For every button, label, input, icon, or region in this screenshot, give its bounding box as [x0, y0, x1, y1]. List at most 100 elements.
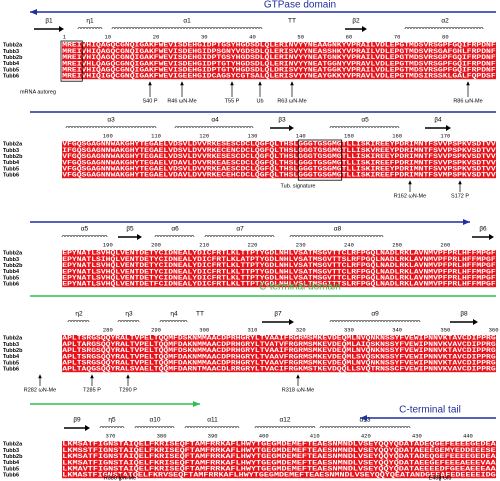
conservation-background	[62, 441, 496, 479]
helix-coil	[319, 426, 411, 429]
helix-coil	[61, 235, 108, 238]
position-number: 20	[153, 33, 160, 40]
secondary-structure-label: β4	[434, 117, 442, 124]
sequence-name: Tubb2b	[3, 154, 23, 160]
position-number: 60	[346, 33, 353, 40]
site-annotation: mRNA autoreg	[20, 89, 56, 95]
helix-coil	[329, 126, 400, 129]
secondary-structure-label: β9	[73, 417, 81, 424]
sequence-name: Tubb4	[3, 354, 20, 360]
helix-coil	[329, 320, 421, 323]
site-arrowhead	[126, 374, 130, 379]
sequence-residues: MREIVHIQAGQCGNQIGAKFWEVISDEHGIDPSGNYVGDS…	[62, 48, 496, 55]
position-number: 330	[344, 326, 354, 333]
site-annotation: R46 ωN-Me	[167, 98, 196, 104]
sequence-name: Tubb6	[3, 473, 19, 479]
secondary-structure-label: α7	[236, 226, 244, 233]
helix-coil	[111, 27, 263, 30]
sequence-residues: EPYNATLSIHQLVENTDETYCIDNEALYDICFRTLKLATP…	[62, 256, 496, 263]
sequence-residues: EPYNATLSVHQLVENTDETYCIDNEALYDICFRTLKLTTP…	[62, 268, 496, 275]
position-number: 320	[296, 326, 306, 333]
secondary-structure-label: α5	[361, 117, 369, 124]
position-number: 340	[392, 326, 402, 333]
sequence-name: Tubb6	[3, 282, 19, 288]
sequence-name: Tubb4	[3, 269, 20, 275]
secondary-structure-label: α3	[107, 117, 115, 124]
domain-label: GTPase domain	[264, 0, 336, 11]
secondary-structure-label: α6	[171, 226, 179, 233]
site-annotation: R162 ωN-Me	[394, 193, 426, 199]
motif-box	[297, 139, 343, 181]
sequence-residues: MREIVHIQAGQCGNQIGAKFWEVISDEHGIDPTGTYHGDS…	[62, 66, 496, 73]
site-annotation: T285 P	[83, 387, 101, 393]
strand-arrowhead	[85, 425, 90, 431]
site-arrowhead	[38, 374, 42, 379]
helix-coil	[154, 235, 195, 238]
sequence-name: Tubb2a	[3, 336, 23, 342]
helix-coil	[77, 27, 103, 30]
position-number: 400	[259, 432, 269, 439]
site-annotation: R63 ωN-Me	[277, 98, 306, 104]
position-number: 260	[440, 241, 450, 248]
sequence-name: Tubb6	[3, 367, 19, 373]
secondary-structure-label: β5	[126, 226, 134, 233]
sequence-name: Tubb4	[3, 460, 20, 466]
sequence-residues: VFGQSGAGNNWAKGHYTEGAELVDSVLDVVRKESESCDCL…	[62, 141, 496, 148]
helix-coil	[254, 426, 316, 429]
motif-box	[60, 40, 83, 82]
sequence-name: Tubb5	[3, 67, 19, 73]
secondary-structure-label: α5	[81, 226, 89, 233]
position-number: 370	[106, 432, 116, 439]
secondary-structure-label: α8	[334, 226, 342, 233]
helix-coil	[99, 426, 125, 429]
sequence-residues: LKMAVTFIGNSTAIQELFKRISEQFTAMFRRKAFLHWYTG…	[62, 465, 496, 472]
conservation-background	[62, 335, 496, 373]
sequence-name: Tubb5	[3, 275, 19, 281]
helix-coil	[174, 126, 254, 129]
sequence-name: Tubb6	[3, 74, 19, 80]
sequence-name: Tubb2b	[3, 454, 23, 460]
site-arrowhead	[90, 374, 94, 379]
sequence-residues: APLTSRGSQQYRALTVPELTQQMFDSKNMMAACDPRHGRY…	[62, 335, 496, 342]
position-number: 100	[103, 132, 113, 139]
sequence-residues: LKMASTFIGNSTAIQELFKRVSEQFTAMFRRKAFLHWYTG…	[62, 472, 496, 479]
alignment-block: α5 β5 α6 α7 α8 β6 190 200 210 220 230 240 250 260 Tubb…	[3, 226, 496, 288]
sequence-residues: LKMSATFIGNSTAIQELFKRISEQFTAMFRRKAFLHWYTG…	[62, 459, 496, 466]
sequence-name: Tubb2b	[3, 263, 23, 269]
secondary-structure-label: α4	[211, 117, 219, 124]
strand-arrowhead	[446, 125, 451, 131]
secondary-structure-label: α1	[183, 18, 191, 25]
position-number: 50	[297, 33, 304, 40]
position-number: 380	[157, 432, 167, 439]
site-annotation: T55 P	[225, 98, 240, 104]
sequence-residues: LKMSATFIGNSTAIQELFKRISEQFTAMFRRKAFLHWYTG…	[62, 441, 496, 448]
sequence-residues: VFGQSGAGNNWAKGHYTEGAELVDAVLDVVRKEAESCDCL…	[62, 159, 496, 166]
position-number: 420	[361, 432, 371, 439]
position-number: 30	[201, 33, 208, 40]
alignment-block: β1 η1 α1 TT β2 α2 1 10 20 30 40 50 60 70 80 Tubb2a MREIV…	[3, 18, 496, 105]
sequence-residues: MREIVHIQAGQCGNQIGAKFWEVISDEHGIDPTGSYHGDS…	[62, 42, 496, 49]
position-number: 290	[151, 326, 161, 333]
secondary-structure-label: η3	[125, 311, 133, 318]
position-number: 190	[103, 241, 113, 248]
sequence-residues: EPYNATLSVHQLVENTDETFCIDNEALYDICFRTLKLTTP…	[62, 281, 496, 288]
site-annotation: S172 P	[451, 193, 469, 199]
alignment-block: α3 α4 β3 α5 β4 100 110 120 130 140 150 160 170 Tubb2a…	[3, 117, 496, 200]
position-number: 440	[463, 432, 473, 439]
domain-arrowhead	[30, 9, 37, 15]
position-number: 360	[489, 326, 499, 333]
position-number: 280	[103, 326, 113, 333]
secondary-structure-label: β3	[278, 117, 286, 124]
sequence-name: Tubb3	[3, 448, 19, 454]
secondary-structure-label: η4	[170, 311, 178, 318]
sequence-name: Tubb2a	[3, 442, 23, 448]
site-annotation: T290 P	[119, 387, 137, 393]
sequence-residues: APLTARGSQQYRALTVPELTQQMFDAKNMMAACDPRHGRY…	[62, 341, 496, 348]
alignment-block: η2 η3 η4 TT β7 α9 β8 280 290 300 310 320 330 340 350 36…	[3, 311, 499, 394]
secondary-structure-label: η5	[108, 417, 116, 424]
strand-arrowhead	[137, 234, 142, 240]
position-number: 390	[208, 432, 218, 439]
sequence-name: Tubb6	[3, 173, 19, 179]
